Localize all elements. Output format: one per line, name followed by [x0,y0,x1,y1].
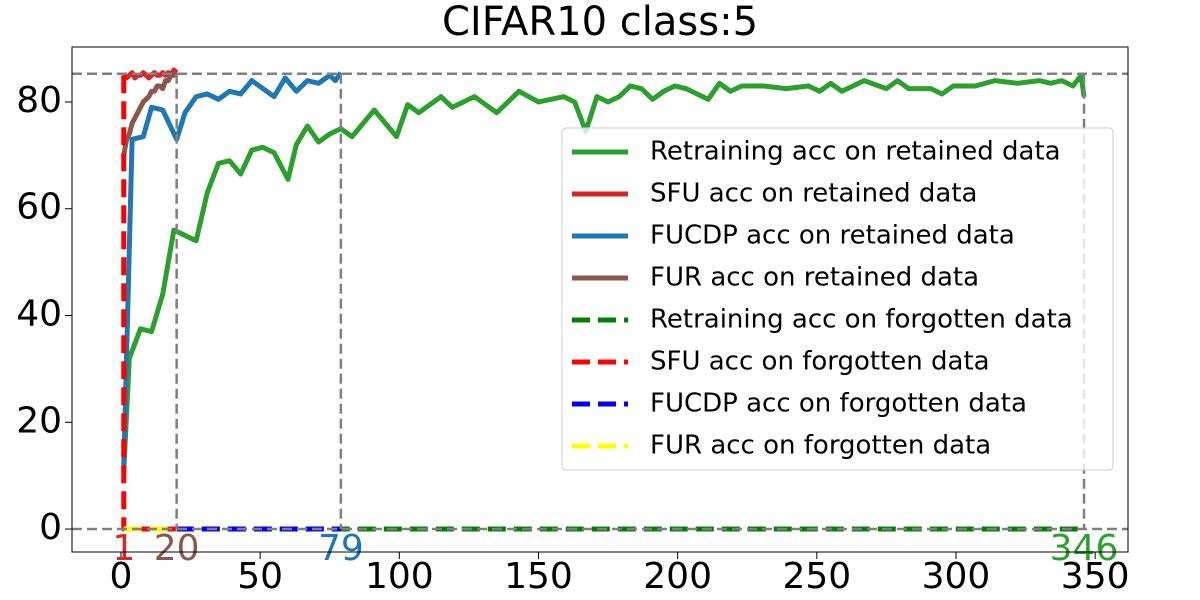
legend-label: FUCDP acc on forgotten data [650,389,1027,419]
x-tick-label: 100 [365,556,434,597]
y-tick-label: 80 [16,80,62,121]
legend-label: SFU acc on forgotten data [650,347,990,377]
y-tick-label: 60 [16,187,62,228]
x-tick-label: 250 [782,556,851,597]
x-tick-label: 150 [504,556,573,597]
annotation: 20 [154,528,200,569]
annotation: 79 [318,528,364,569]
annotation: 1 [112,528,135,569]
chart-title: CIFAR10 class:5 [442,0,758,45]
series-line [121,70,179,156]
x-tick-label: 350 [1061,556,1130,597]
y-tick-label: 40 [16,294,62,335]
legend-label: FUR acc on forgotten data [650,431,991,461]
legend-label: SFU acc on retained data [650,179,977,209]
legend-label: FUR acc on retained data [650,263,979,293]
annotation: 346 [1050,528,1119,569]
x-tick-label: 50 [237,556,283,597]
y-tick-label: 0 [39,507,62,548]
x-tick-label: 200 [643,556,712,597]
x-tick-label: 0 [110,556,133,597]
legend-label: Retraining acc on retained data [650,137,1061,167]
plot-frame [71,46,1129,553]
series-line [121,71,343,466]
x-tick-label: 300 [922,556,991,597]
legend-label: FUCDP acc on retained data [650,221,1015,251]
legend-box [561,127,1114,471]
y-tick-label: 20 [16,400,62,441]
legend-label: Retraining acc on forgotten data [650,305,1073,335]
series-line [121,72,1087,471]
